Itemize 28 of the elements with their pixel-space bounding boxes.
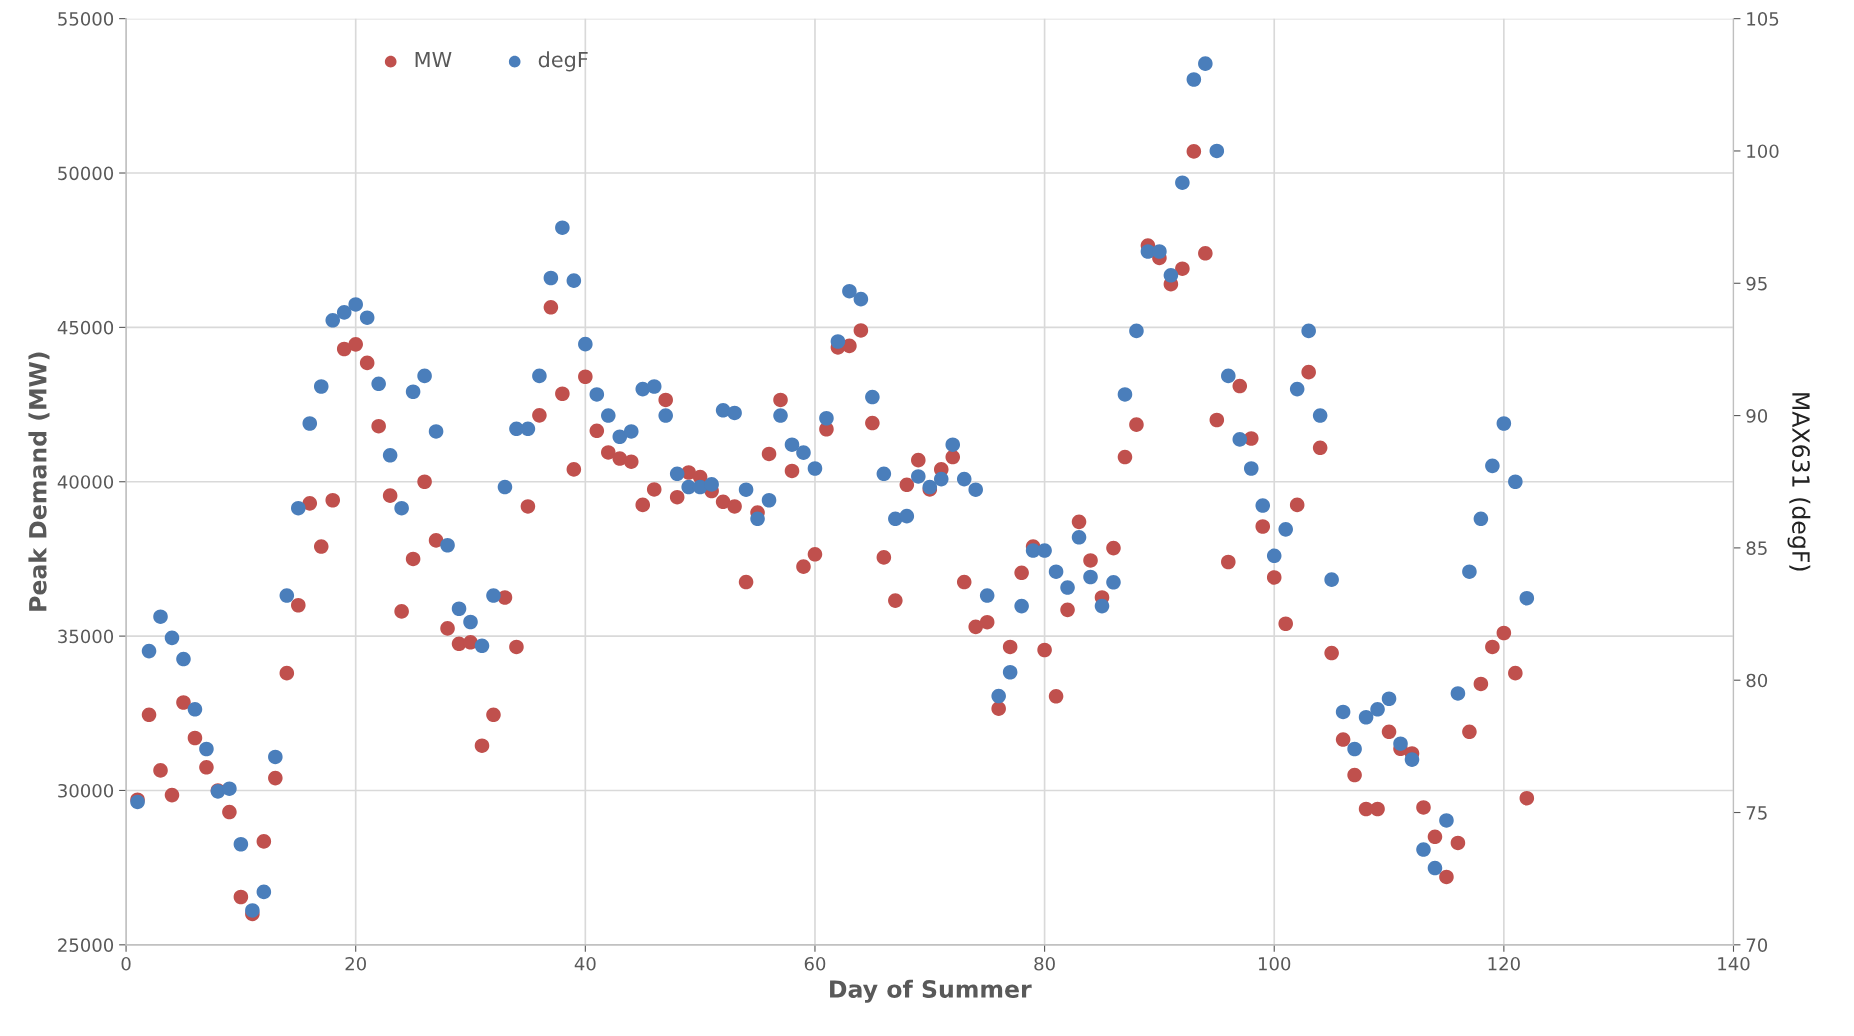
legend-label: MW [415, 51, 452, 68]
x-tick-label: 120 [1488, 956, 1520, 971]
y2-tick-label: 100 [1747, 144, 1779, 159]
x-tick-label: 140 [1718, 956, 1750, 971]
x-tick-label: 40 [574, 956, 596, 971]
x-tick-label: 0 [121, 956, 131, 971]
y-axis-title: Peak Demand (MW) [28, 352, 50, 611]
y2-tick-label: 80 [1746, 673, 1768, 688]
y2-tick-label: 85 [1746, 541, 1767, 556]
y-tick-label: 35000 [58, 629, 114, 644]
x-tick-label: 80 [1034, 956, 1055, 971]
x-tick-label: 20 [345, 956, 366, 971]
x-tick-label: 60 [804, 956, 826, 971]
y2-tick-label: 105 [1747, 12, 1779, 26]
legend-label: degF [538, 51, 588, 72]
x-axis-title: Day of Summer [830, 979, 1032, 1003]
y2-tick-label: 90 [1746, 409, 1768, 423]
y-tick-label: 50000 [58, 166, 114, 181]
y2-tick-label: 70 [1746, 938, 1768, 952]
y2-axis-title: MAX631 (degF) [1787, 393, 1811, 571]
y-tick-label: 40000 [57, 475, 114, 489]
y-tick-label: 25000 [58, 938, 114, 952]
y-tick-label: 45000 [57, 320, 114, 335]
x-tick-label: 100 [1258, 956, 1291, 971]
y-tick-label: 55000 [58, 12, 114, 26]
y2-tick-label: 95 [1746, 276, 1767, 291]
y2-tick-label: 75 [1746, 806, 1767, 820]
y-tick-label: 30000 [58, 783, 114, 798]
